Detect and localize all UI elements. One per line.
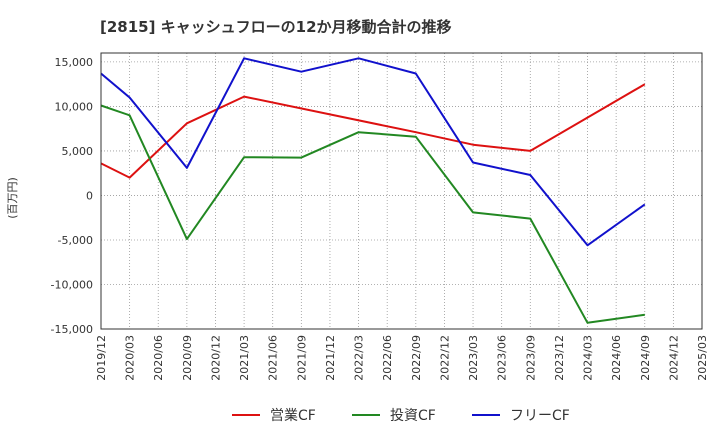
x-tick-label: 2022/06 [381,335,394,381]
x-tick-label: 2024/03 [582,335,595,381]
y-tick-label: 15,000 [55,56,94,69]
x-tick-label: 2022/09 [410,335,423,381]
x-tick-label: 2024/06 [610,335,623,381]
x-tick-label: 2019/12 [95,335,108,381]
x-tick-labels: 2019/12 2020/03 2020/06 2020/09 2020/12 2021/… [95,335,709,381]
y-tick-label: 0 [86,189,93,202]
x-tick-label: 2021/09 [295,335,308,381]
series-line-2 [100,57,646,247]
series-line-0 [100,83,646,179]
x-tick-label: 2021/03 [238,335,251,381]
x-tick-label: 2022/12 [438,335,451,381]
x-tick-label: 2022/03 [353,335,366,381]
x-tick-label: 2021/06 [267,335,280,381]
x-tick-label: 2024/09 [639,335,652,381]
chart-title: [2815] キャッシュフローの12か月移動合計の推移 [100,18,452,36]
y-tick-label: 10,000 [55,100,94,113]
x-tick-label: 2023/03 [467,335,480,381]
x-tick-label: 2025/03 [696,335,709,381]
x-tick-label: 2020/09 [181,335,194,381]
y-axis-label: (百万円) [6,177,19,219]
y-tick-label: 5,000 [62,145,94,158]
legend: 営業CF 投資CF フリーCF [232,408,570,424]
x-tick-label: 2023/06 [496,335,509,381]
legend-label-2: フリーCF [510,408,570,424]
x-tick-label: 2020/03 [124,335,137,381]
y-tick-labels: 15,000 10,000 5,000 0 -5,000 -10,000 -15,000 [51,56,93,336]
x-tick-label: 2020/06 [152,335,165,381]
x-tick-label: 2020/12 [209,335,222,381]
x-tick-label: 2023/12 [553,335,566,381]
x-tick-label: 2024/12 [667,335,680,381]
series-line-1 [100,104,645,324]
grid-layer [100,53,703,330]
y-tick-label: -10,000 [51,278,93,291]
x-tick-label: 2023/09 [524,335,537,381]
legend-label-1: 投資CF [390,408,436,424]
y-tick-label: -15,000 [51,323,93,336]
plot-frame [100,52,703,330]
x-tick-label: 2021/12 [324,335,337,381]
legend-label-0: 営業CF [270,408,316,424]
series-layer [100,57,646,324]
y-tick-label: -5,000 [58,234,93,247]
